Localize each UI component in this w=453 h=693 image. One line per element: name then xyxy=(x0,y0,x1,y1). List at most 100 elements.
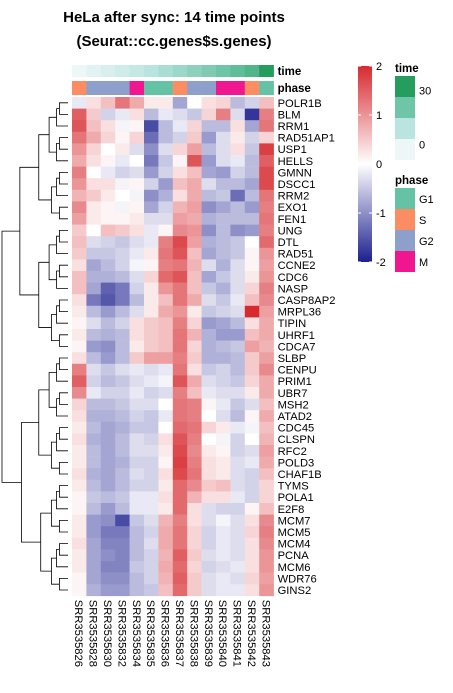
heat-cell-8-0 xyxy=(72,189,87,202)
time-anno-cell-12 xyxy=(244,65,260,77)
heat-cell-18-3 xyxy=(115,305,130,318)
time-legend-swatch-2 xyxy=(395,118,415,139)
heat-cell-34-7 xyxy=(172,491,188,504)
row-label-BLM: BLM xyxy=(278,109,301,121)
time-anno-cell-13 xyxy=(259,65,274,77)
heat-cell-39-12 xyxy=(244,549,260,562)
heat-cell-34-11 xyxy=(230,491,246,504)
heat-cell-14-6 xyxy=(158,259,174,272)
heat-cell-31-6 xyxy=(158,456,174,469)
heat-cell-3-12 xyxy=(244,131,260,144)
heat-cell-24-2 xyxy=(100,375,116,388)
time-anno-cell-8 xyxy=(187,65,202,77)
heat-cell-30-3 xyxy=(115,445,130,457)
heat-cell-13-2 xyxy=(100,247,116,260)
heat-cell-13-4 xyxy=(129,247,145,260)
heat-cell-27-13 xyxy=(259,410,274,423)
heat-cell-23-0 xyxy=(72,363,87,376)
row-label-MCM4: MCM4 xyxy=(278,539,311,551)
heat-cell-1-10 xyxy=(216,108,231,121)
heat-cell-0-3 xyxy=(115,97,130,109)
heat-cell-0-1 xyxy=(86,97,102,109)
heat-cell-37-3 xyxy=(115,526,130,539)
heat-cell-26-9 xyxy=(201,398,217,411)
heat-cell-41-0 xyxy=(72,572,87,585)
heat-cell-40-8 xyxy=(187,561,202,573)
dendro-branch xyxy=(59,137,68,150)
heat-cell-12-4 xyxy=(129,236,145,249)
heat-cell-17-11 xyxy=(230,294,246,307)
heat-cell-20-8 xyxy=(187,329,202,341)
heat-cell-23-7 xyxy=(172,363,188,376)
heat-cell-29-0 xyxy=(72,433,87,446)
heat-cell-39-3 xyxy=(115,549,130,562)
heat-cell-2-1 xyxy=(86,120,102,133)
heat-cell-26-6 xyxy=(158,398,174,411)
col-label-SRR3535843: SRR3535843 xyxy=(259,600,271,667)
heat-cell-20-4 xyxy=(129,329,145,341)
row-label-GINS2: GINS2 xyxy=(278,585,312,597)
heat-cell-21-10 xyxy=(216,340,231,353)
phase-anno-cell-7 xyxy=(172,81,188,95)
heat-cell-34-10 xyxy=(216,491,231,504)
heat-cell-33-3 xyxy=(115,479,130,492)
heat-cell-28-9 xyxy=(201,421,217,434)
heat-cell-24-7 xyxy=(172,375,188,388)
heat-cell-1-5 xyxy=(144,108,159,121)
heat-cell-36-2 xyxy=(100,514,116,527)
heat-cell-22-3 xyxy=(115,352,130,365)
heat-cell-27-8 xyxy=(187,410,202,423)
heat-cell-10-11 xyxy=(230,213,246,225)
heat-cell-39-7 xyxy=(172,549,188,562)
time-annotation-name: time xyxy=(278,66,302,78)
heat-cell-11-5 xyxy=(144,224,159,237)
time-legend-swatch-3 xyxy=(395,139,415,160)
heat-cell-4-5 xyxy=(144,143,159,156)
phase-anno-cell-6 xyxy=(158,81,174,95)
heat-cell-41-12 xyxy=(244,572,260,585)
time-legend-title: time xyxy=(395,63,419,75)
heat-cell-17-3 xyxy=(115,294,130,307)
heat-cell-36-1 xyxy=(86,514,102,527)
heat-cell-8-8 xyxy=(187,189,202,202)
heat-cell-13-12 xyxy=(244,247,260,260)
heat-cell-17-12 xyxy=(244,294,260,307)
heat-cell-22-4 xyxy=(129,352,145,365)
heat-cell-6-12 xyxy=(244,166,260,179)
heat-cell-40-3 xyxy=(115,561,130,573)
heat-cell-7-1 xyxy=(86,178,102,191)
value-legend-label-2: 2 xyxy=(376,61,382,73)
heat-cell-25-1 xyxy=(86,387,102,399)
heat-cell-23-9 xyxy=(201,363,217,376)
heat-cell-4-7 xyxy=(172,143,188,156)
row-label-CDCA7: CDCA7 xyxy=(278,341,316,353)
time-anno-cell-6 xyxy=(158,65,174,77)
heat-cell-17-1 xyxy=(86,294,102,307)
heat-cell-36-12 xyxy=(244,514,260,527)
heat-cell-22-12 xyxy=(244,352,260,365)
heat-cell-16-8 xyxy=(187,282,202,295)
heat-cell-2-8 xyxy=(187,120,202,133)
row-labels: POLR1BBLMRRM1RAD51AP1USP1HELLSGMNNDSCC1R… xyxy=(278,98,336,597)
heat-cell-20-1 xyxy=(86,329,102,341)
dendro-branch xyxy=(59,264,68,278)
heat-cell-31-11 xyxy=(230,456,246,469)
phase-legend-label-S: S xyxy=(419,215,426,227)
heat-cell-32-12 xyxy=(244,468,260,481)
heat-cell-20-10 xyxy=(216,329,231,341)
heat-cell-14-10 xyxy=(216,259,231,272)
heat-cell-25-11 xyxy=(230,387,246,399)
heat-cell-23-6 xyxy=(158,363,174,376)
row-label-MRPL36: MRPL36 xyxy=(278,307,322,319)
heat-cell-6-11 xyxy=(230,166,246,179)
heat-cell-28-4 xyxy=(129,421,145,434)
heat-cell-42-7 xyxy=(172,584,188,597)
heat-cell-25-3 xyxy=(115,387,130,399)
heat-cell-28-5 xyxy=(144,421,159,434)
heat-cell-0-0 xyxy=(72,97,87,109)
heat-cell-27-4 xyxy=(129,410,145,423)
time-anno-cell-9 xyxy=(201,65,217,77)
dendro-branch xyxy=(59,578,68,591)
heat-cell-42-8 xyxy=(187,584,202,597)
